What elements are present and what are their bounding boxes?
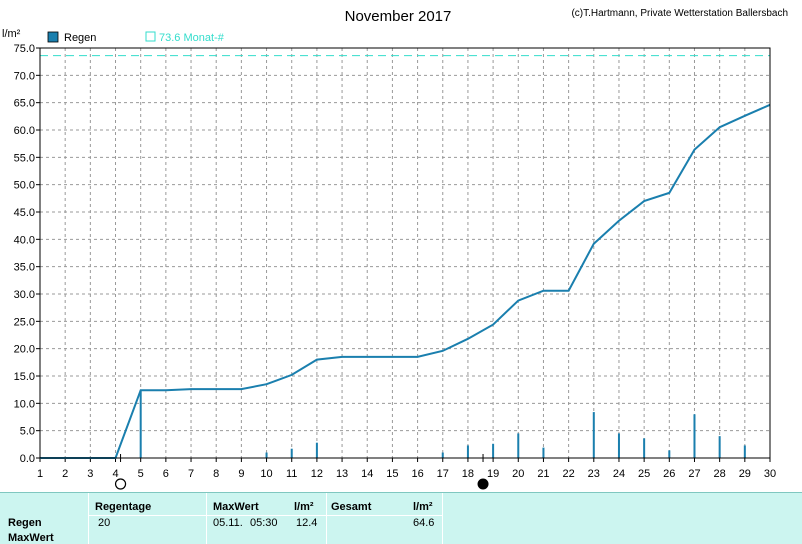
rain-bar [441,452,444,458]
chart-grid [40,48,770,458]
rain-bar [315,442,318,458]
header-unit-max: l/m² [294,501,314,513]
header-unit-gesamt: l/m² [413,501,433,513]
row-label-maxwert: MaxWert [8,532,54,544]
x-tick-label: 6 [163,468,169,480]
table-divider [206,493,207,544]
x-tick-label: 28 [714,468,726,480]
summary-table: Regentage MaxWert l/m² Gesamt l/m² Regen… [0,492,802,544]
value-regentage: 20 [98,517,111,529]
x-tick-label: 2 [62,468,68,480]
rain-bar [617,433,620,458]
x-tick-label: 22 [562,468,574,480]
chart-title: November 2017 [345,8,452,25]
rain-bar [542,447,545,458]
plot-frame [39,47,771,459]
y-tick-label: 50.0 [14,180,35,192]
y-tick-label: 55.0 [14,152,35,164]
rain-bar [290,448,293,458]
x-tick-label: 18 [462,468,474,480]
y-axis-ticks: 0.0 5.0 10.0 15.0 20.0 25.0 30.0 35.0 40.0 45.0 50… [14,43,40,465]
x-tick-label: 25 [638,468,650,480]
x-tick-label: 20 [512,468,524,480]
y-tick-label: 5.0 [20,426,35,438]
table-divider [442,493,443,544]
y-tick-label: 60.0 [14,125,35,137]
rain-bar [139,390,142,458]
rain-bar [466,445,469,458]
x-tick-label: 30 [764,468,776,480]
y-tick-label: 25.0 [14,316,35,328]
x-tick-label: 23 [588,468,600,480]
legend-monat-label: 73.6 Monat-# [159,32,225,44]
rain-bar [693,414,696,458]
value-max-time: 05:30 [250,517,278,529]
x-tick-label: 21 [537,468,549,480]
x-tick-label: 9 [238,468,244,480]
header-regentage: Regentage [95,501,152,513]
x-tick-label: 7 [188,468,194,480]
rain-chart: 0.0 5.0 10.0 15.0 20.0 25.0 30.0 35.0 40.0 45.0 50… [2,8,788,490]
y-tick-label: 10.0 [14,398,35,410]
x-tick-label: 26 [663,468,675,480]
legend-regen-swatch [47,31,59,43]
y-tick-label: 75.0 [14,43,35,55]
moon-phases [114,454,489,490]
rain-bar [643,438,646,458]
legend-regen-label: Regen [64,32,96,44]
legend-monat-swatch [145,31,156,42]
x-tick-label: 17 [437,468,449,480]
table-header-divider [88,515,442,516]
value-max-date: 05.11. [213,517,243,529]
rain-bar [668,450,671,458]
y-tick-label: 30.0 [14,289,35,301]
x-tick-label: 5 [138,468,144,480]
x-axis-ticks: 1 2 3 4 5 6 7 8 9 10 11 12 13 14 15 16 17 18 19 20 21 22 23 24 2… [37,458,776,480]
x-tick-label: 10 [260,468,272,480]
y-tick-label: 40.0 [14,234,35,246]
new-moon-icon [477,478,489,490]
rain-bar [743,445,746,458]
y-tick-label: 20.0 [14,344,35,356]
rain-bar [265,452,268,458]
x-tick-label: 14 [361,468,373,480]
x-tick-label: 13 [336,468,348,480]
x-tick-label: 11 [286,468,297,480]
rain-bar [492,443,495,458]
value-gesamt: 64.6 [413,517,435,529]
x-tick-label: 29 [739,468,751,480]
x-tick-label: 3 [87,468,93,480]
x-tick-label: 16 [411,468,423,480]
copyright-text: (c)T.Hartmann, Private Wetterstation Bal… [571,8,788,19]
cumulative-rain-line [40,103,771,459]
y-tick-label: 35.0 [14,262,35,274]
y-tick-label: 45.0 [14,207,35,219]
x-tick-label: 19 [487,468,499,480]
header-gesamt: Gesamt [331,501,372,513]
header-maxwert: MaxWert [213,501,259,513]
daily-rain-bars [139,390,746,458]
y-tick-label: 0.0 [20,453,35,465]
y-tick-label: 15.0 [14,371,35,383]
x-tick-label: 12 [311,468,323,480]
y-tick-label: 65.0 [14,98,35,110]
x-tick-label: 1 [37,468,43,480]
row-label-regen: Regen [8,517,42,529]
table-divider [88,493,89,544]
rain-bar [592,412,595,458]
x-tick-label: 4 [112,468,118,480]
rain-bar [517,433,520,458]
y-tick-label: 70.0 [14,70,35,82]
value-max: 12.4 [296,517,318,529]
y-axis-unit: l/m² [2,28,21,40]
x-tick-label: 24 [613,468,625,480]
rain-bar [718,436,721,458]
x-tick-label: 8 [213,468,219,480]
table-divider [326,493,327,544]
x-tick-label: 15 [386,468,398,480]
x-tick-label: 27 [688,468,700,480]
full-moon-icon [114,478,127,490]
